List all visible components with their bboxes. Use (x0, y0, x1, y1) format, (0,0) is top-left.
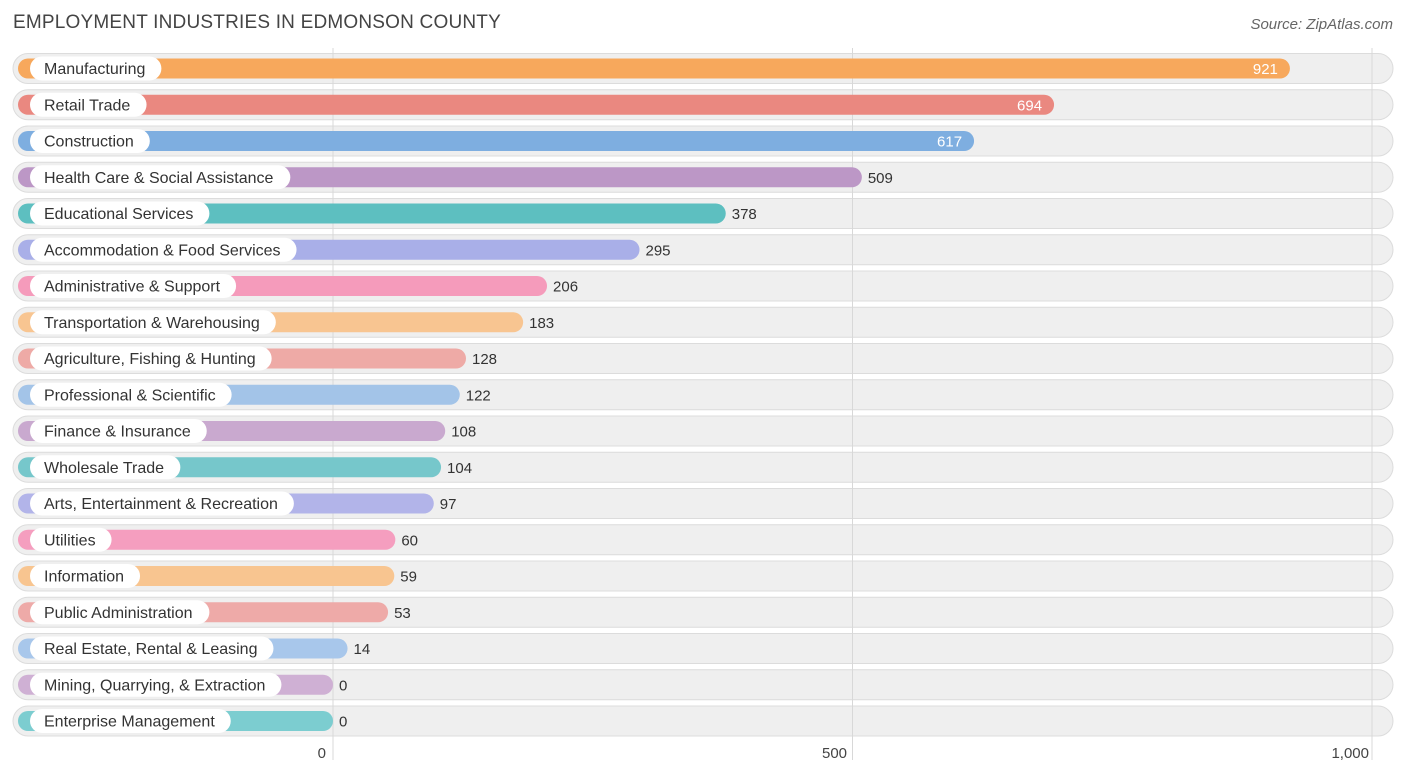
value-label: 0 (339, 677, 347, 694)
source-credit: Source: ZipAtlas.com (1250, 16, 1393, 33)
category-label-pill (30, 346, 272, 371)
x-tick-label: 500 (822, 745, 847, 762)
bar-group[interactable]: Manufacturing 921 (18, 56, 1290, 81)
category-label: Enterprise Management (44, 714, 215, 731)
category-label: Transportation & Warehousing (44, 315, 260, 332)
bar[interactable] (18, 131, 975, 151)
bar-group[interactable]: Construction 617 (18, 129, 975, 153)
x-tick-label: 1,000 (1331, 745, 1369, 762)
category-label: Manufacturing (44, 61, 145, 78)
bar-group[interactable]: Real Estate, Rental & Leasing 14 (18, 636, 371, 661)
bar-group[interactable]: Arts, Entertainment & Recreation 97 (18, 491, 457, 516)
value-label: 14 (354, 641, 371, 658)
value-label: 108 (451, 424, 476, 441)
category-label-pill (30, 636, 274, 661)
value-label: 122 (466, 387, 491, 404)
value-label: 206 (553, 279, 578, 296)
category-label: Real Estate, Rental & Leasing (44, 641, 257, 658)
category-label: Administrative & Support (44, 279, 221, 296)
bars: Manufacturing 921 Retail Trade 694 Construct… (18, 56, 1290, 733)
category-label-pill (30, 709, 231, 733)
bar[interactable] (18, 529, 396, 550)
bar-group[interactable]: Health Care & Social Assistance 509 (18, 165, 893, 190)
x-tick-label: 0 (318, 745, 326, 762)
bar-group[interactable]: Information 59 (18, 564, 417, 588)
value-label: 295 (646, 242, 671, 259)
category-label-pill (30, 382, 232, 407)
category-label-pill (30, 672, 282, 697)
bar-group[interactable]: Mining, Quarrying, & Extraction 0 (18, 672, 347, 697)
value-label: 921 (1253, 61, 1278, 78)
category-label-pill (30, 201, 210, 226)
value-label: 694 (1017, 97, 1042, 114)
category-label-pill (30, 310, 276, 335)
category-label: Arts, Entertainment & Recreation (44, 496, 278, 513)
category-label-pill (30, 56, 162, 81)
category-label: Information (44, 569, 124, 586)
category-label: Mining, Quarrying, & Extraction (44, 677, 265, 694)
bar-group[interactable]: Enterprise Management 0 (18, 709, 347, 733)
category-label: Finance & Insurance (44, 424, 191, 441)
bar-group[interactable]: Retail Trade 694 (18, 92, 1055, 117)
bar-group[interactable]: Public Administration 53 (18, 600, 411, 625)
bar-group[interactable]: Finance & Insurance 108 (18, 419, 476, 443)
bar-group[interactable]: Professional & Scientific 122 (18, 382, 491, 407)
bar[interactable] (18, 94, 1055, 115)
row-background (12, 633, 1394, 664)
value-label: 509 (868, 170, 893, 187)
category-label: Construction (44, 134, 134, 151)
category-label: Public Administration (44, 605, 193, 622)
row-background (12, 705, 1394, 737)
bar-group[interactable]: Agriculture, Fishing & Hunting 128 (18, 346, 497, 371)
category-label: Professional & Scientific (44, 387, 216, 404)
value-label: 128 (472, 351, 497, 368)
category-label: Accommodation & Food Services (44, 242, 281, 259)
value-label: 378 (732, 206, 757, 223)
value-label: 97 (440, 496, 457, 513)
chart-title: EMPLOYMENT INDUSTRIES IN EDMONSON COUNTY (13, 12, 501, 33)
category-label-pill (30, 237, 297, 262)
value-label: 59 (400, 569, 417, 586)
bar-group[interactable]: Utilities 60 (18, 527, 418, 552)
category-label: Educational Services (44, 206, 193, 223)
bar-group[interactable]: Educational Services 378 (18, 201, 757, 226)
category-label-pill (30, 129, 150, 153)
category-label-pill (30, 600, 210, 625)
bar-group[interactable]: Wholesale Trade 104 (18, 455, 472, 480)
category-label: Utilities (44, 532, 96, 549)
category-label-pill (30, 491, 294, 516)
category-label-pill (30, 455, 181, 480)
category-label: Wholesale Trade (44, 460, 164, 477)
row-background (12, 669, 1394, 701)
category-label: Agriculture, Fishing & Hunting (44, 351, 256, 368)
bar-group[interactable]: Transportation & Warehousing 183 (18, 310, 554, 335)
category-label-pill (30, 92, 147, 117)
value-label: 617 (937, 134, 962, 151)
category-label: Retail Trade (44, 97, 130, 114)
bar-group[interactable]: Administrative & Support 206 (18, 274, 578, 298)
value-label: 60 (401, 532, 418, 549)
value-label: 104 (447, 460, 472, 477)
value-label: 53 (394, 605, 411, 622)
category-label: Health Care & Social Assistance (44, 170, 274, 187)
bar[interactable] (18, 58, 1290, 79)
category-label-pill (30, 274, 237, 298)
category-label-pill (30, 564, 141, 588)
value-label: 183 (529, 315, 554, 332)
x-axis-ticks: 0 500 1,000 (318, 745, 1369, 762)
category-label-pill (30, 527, 112, 552)
bar-group[interactable]: Accommodation & Food Services 295 (18, 237, 671, 262)
category-label-pill (30, 419, 207, 443)
category-label-pill (30, 165, 291, 190)
value-label: 0 (339, 714, 347, 731)
